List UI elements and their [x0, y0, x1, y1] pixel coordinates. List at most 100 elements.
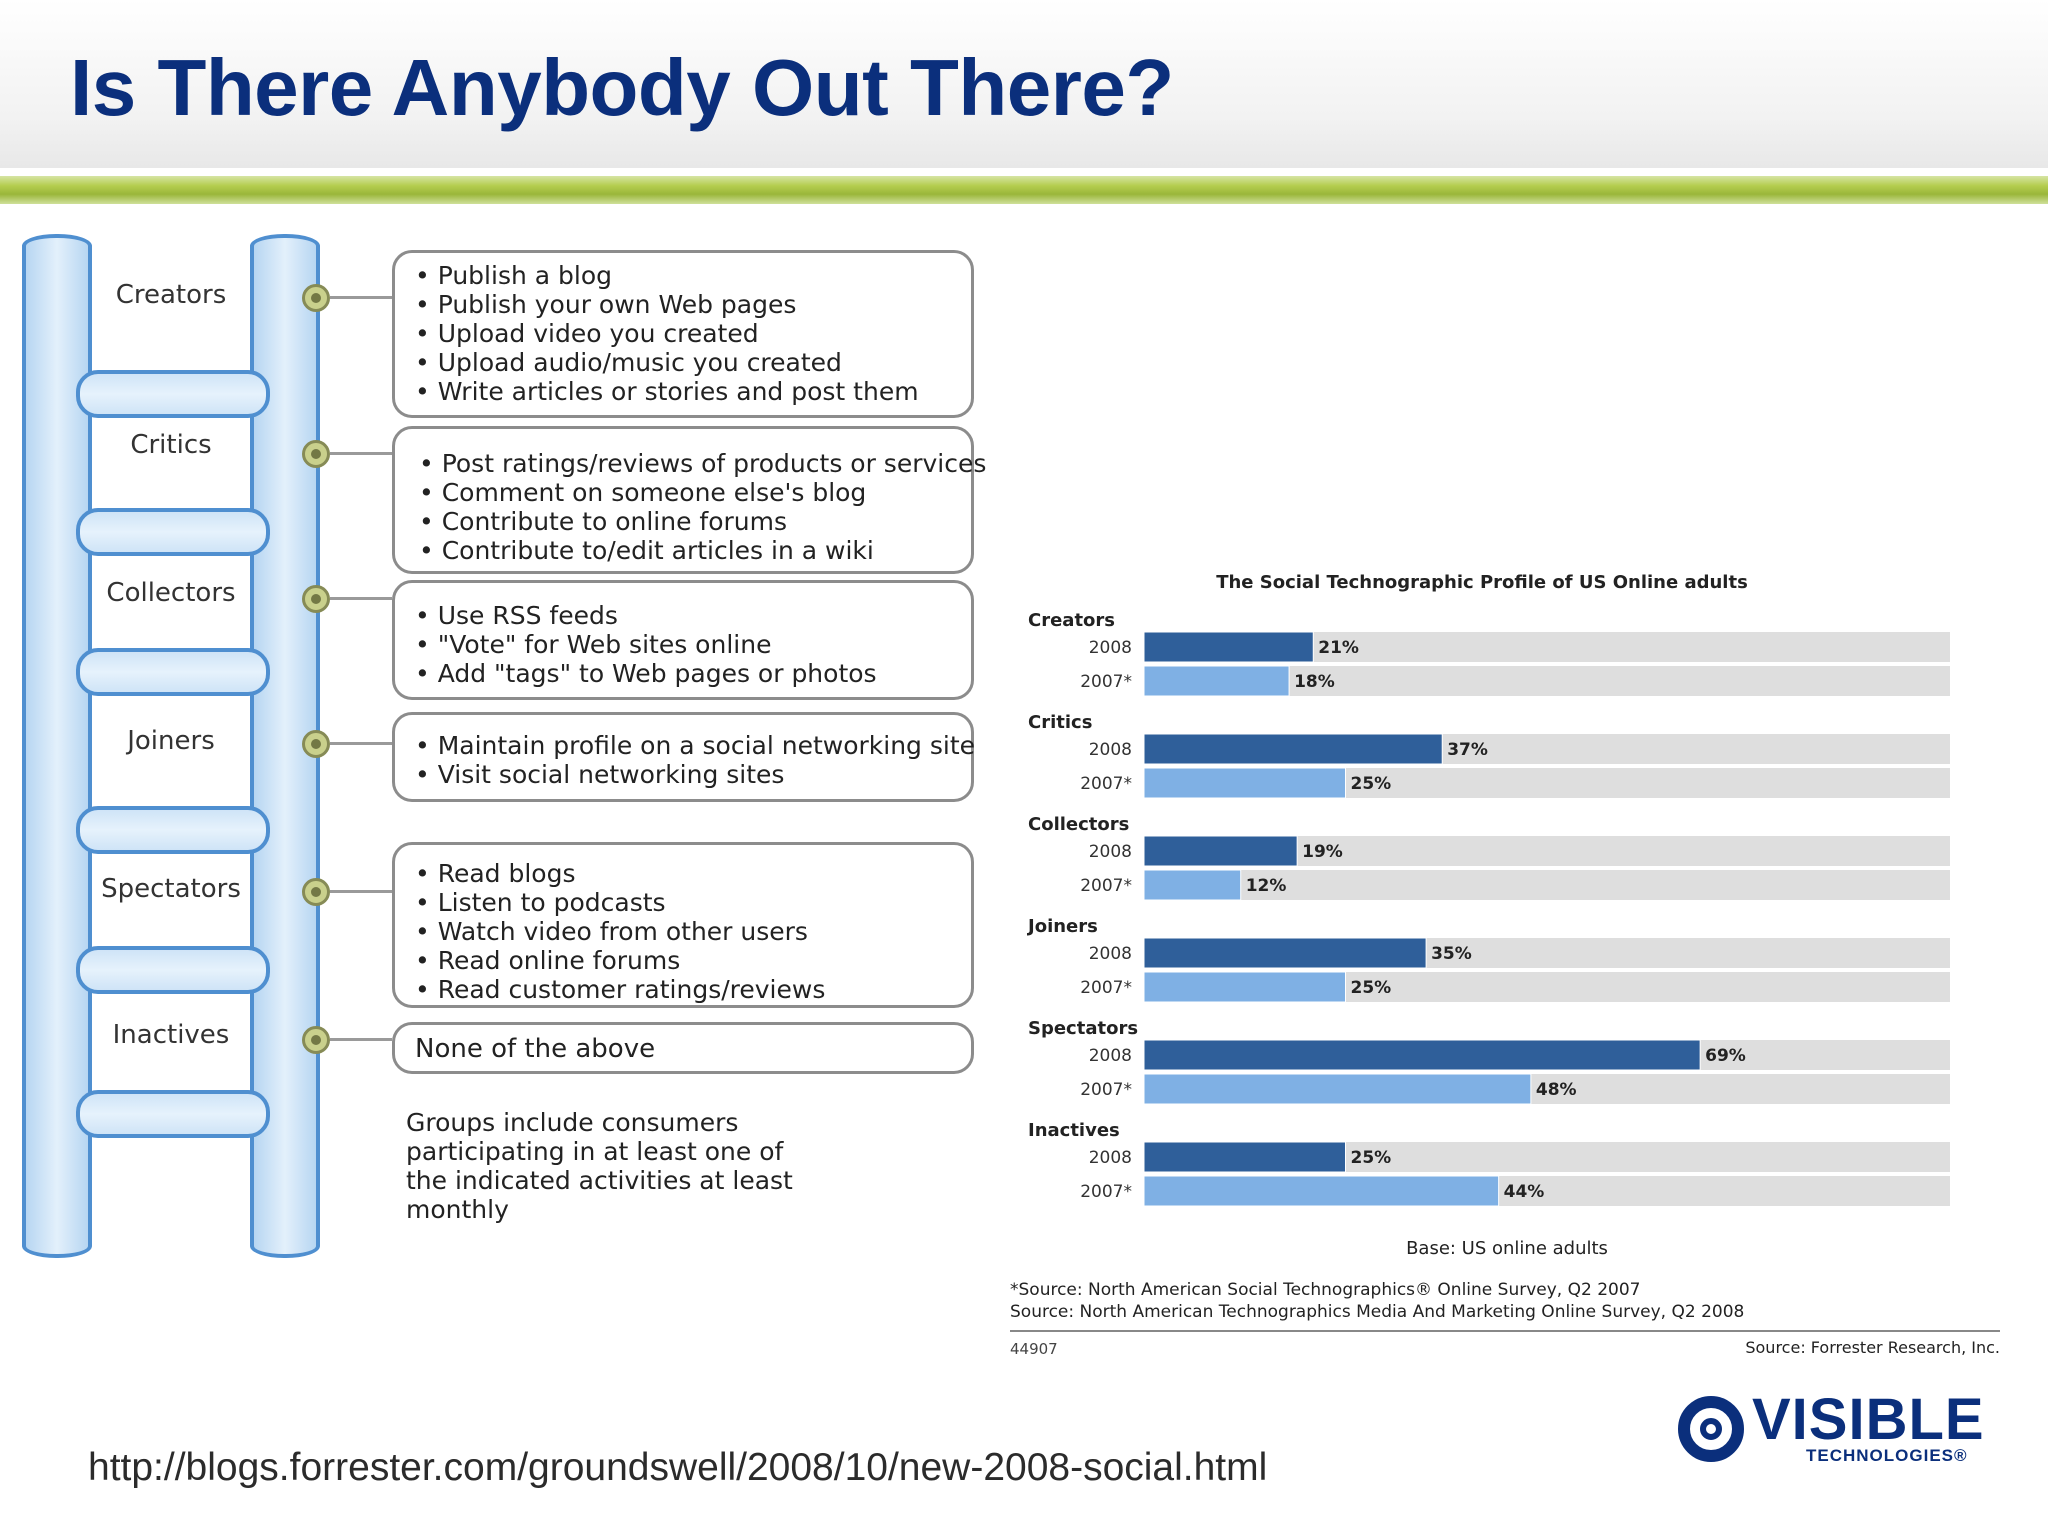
- connector-line: [330, 296, 392, 299]
- data-label: 21%: [1318, 638, 1359, 658]
- bar: [1143, 1073, 1532, 1105]
- data-label: 69%: [1705, 1046, 1746, 1066]
- activity-item: Contribute to online forums: [419, 507, 953, 536]
- connector-node: [302, 1026, 330, 1054]
- activity-item: Comment on someone else's blog: [419, 478, 953, 507]
- ladder-rung: [76, 648, 270, 696]
- page-title: Is There Anybody Out There?: [70, 43, 1174, 132]
- chart-base-note: Base: US online adults: [1406, 1238, 1608, 1259]
- bar: [1143, 1175, 1500, 1207]
- connector-node: [302, 878, 330, 906]
- bar: [1143, 733, 1443, 765]
- connector-node: [302, 440, 330, 468]
- category-label: Collectors: [1028, 814, 1129, 835]
- series-label: 2008: [1089, 842, 1132, 862]
- activity-item: Maintain profile on a social networking …: [415, 731, 975, 760]
- activity-item: Contribute to/edit articles in a wiki: [419, 536, 953, 565]
- series-label: 2007*: [1080, 1080, 1132, 1100]
- bar: [1143, 869, 1242, 901]
- series-label: 2008: [1089, 740, 1132, 760]
- activity-item: Visit social networking sites: [415, 760, 953, 789]
- activity-item: Publish your own Web pages: [415, 290, 953, 319]
- activity-item: Read online forums: [415, 946, 953, 975]
- activity-item: Use RSS feeds: [415, 601, 953, 630]
- category-label: Creators: [1028, 610, 1115, 631]
- bar: [1143, 665, 1290, 697]
- connector-line: [330, 597, 392, 600]
- activity-box-collectors: Use RSS feeds "Vote" for Web sites onlin…: [392, 580, 974, 700]
- activity-box-joiners: Maintain profile on a social networking …: [392, 712, 975, 802]
- data-label: 25%: [1351, 774, 1392, 794]
- activity-item: Read blogs: [415, 859, 953, 888]
- activity-item: Upload audio/music you created: [415, 348, 953, 377]
- activity-item: Post ratings/reviews of products or serv…: [419, 449, 987, 478]
- category-label: Critics: [1028, 712, 1092, 733]
- ladder-label-joiners: Joiners: [127, 726, 215, 756]
- bar: [1143, 1141, 1346, 1173]
- data-label: 37%: [1447, 740, 1488, 760]
- connector-line: [330, 452, 392, 455]
- green-divider: [0, 176, 2048, 204]
- activity-box-creators: Publish a blog Publish your own Web page…: [392, 250, 974, 418]
- category-label: Joiners: [1026, 916, 1098, 937]
- series-label: 2007*: [1080, 774, 1132, 794]
- ladder-footnote: Groups include consumers participating i…: [406, 1108, 793, 1224]
- category-label: Inactives: [1028, 1120, 1120, 1141]
- ladder-label-inactives: Inactives: [112, 1020, 230, 1050]
- bar: [1143, 631, 1314, 663]
- series-label: 2007*: [1080, 876, 1132, 896]
- ladder-label-critics: Critics: [130, 430, 212, 460]
- ladder-label-collectors: Collectors: [106, 578, 236, 608]
- activity-item: Write articles or stories and post them: [415, 377, 953, 406]
- chart-footer-divider: [1010, 1330, 2000, 1332]
- activity-item: Publish a blog: [415, 261, 953, 290]
- logo-subtitle: TECHNOLOGIES®: [1806, 1446, 1968, 1465]
- series-label: 2008: [1089, 638, 1132, 658]
- ladder-rung: [76, 370, 270, 418]
- connector-line: [330, 890, 392, 893]
- bar: [1143, 971, 1346, 1003]
- data-label: 25%: [1351, 978, 1392, 998]
- ladder-rung: [76, 508, 270, 556]
- bar: [1143, 767, 1346, 799]
- chart-credit: Source: Forrester Research, Inc.: [1745, 1338, 2000, 1357]
- activity-box-inactives: None of the above: [392, 1022, 974, 1074]
- activity-item: Listen to podcasts: [415, 888, 953, 917]
- series-label: 2008: [1089, 1148, 1132, 1168]
- chart-title: The Social Technographic Profile of US O…: [1216, 572, 1748, 593]
- chart-source-2007: *Source: North American Social Technogra…: [1010, 1280, 1641, 1300]
- ladder-rung: [76, 946, 270, 994]
- data-label: 19%: [1302, 842, 1343, 862]
- series-label: 2008: [1089, 944, 1132, 964]
- chart-source-2008: Source: North American Technographics Me…: [1010, 1302, 1745, 1322]
- logo-ring-icon: [1678, 1396, 1744, 1462]
- connector-line: [330, 1038, 392, 1041]
- connector-node: [302, 284, 330, 312]
- activity-item: "Vote" for Web sites online: [415, 630, 953, 659]
- series-label: 2007*: [1080, 1182, 1132, 1202]
- chart-code: 44907: [1010, 1340, 1058, 1358]
- activity-box-spectators: Read blogs Listen to podcasts Watch vide…: [392, 842, 974, 1008]
- bar: [1143, 1039, 1701, 1071]
- bar-chart: Creators 2008 21% 2007* 18% Critics 2008 37% 200…: [1026, 610, 1950, 1207]
- header: Is There Anybody Out There?: [0, 0, 2048, 168]
- series-label: 2008: [1089, 1046, 1132, 1066]
- data-label: 44%: [1504, 1182, 1545, 1202]
- data-label: 12%: [1246, 876, 1287, 896]
- category-label: Spectators: [1028, 1018, 1138, 1039]
- connector-node: [302, 585, 330, 613]
- bar: [1143, 835, 1298, 867]
- data-label: 35%: [1431, 944, 1472, 964]
- ladder-label-spectators: Spectators: [101, 874, 241, 904]
- ladder-rung: [76, 806, 270, 854]
- data-label: 48%: [1536, 1080, 1577, 1100]
- data-label: 25%: [1351, 1148, 1392, 1168]
- visible-technologies-logo: VISIBLE TECHNOLOGIES®: [1678, 1390, 1984, 1470]
- activity-item: Upload video you created: [415, 319, 953, 348]
- ladder-label-creators: Creators: [115, 280, 227, 310]
- activity-item: None of the above: [415, 1034, 656, 1064]
- series-label: 2007*: [1080, 978, 1132, 998]
- connector-line: [330, 742, 392, 745]
- source-url: http://blogs.forrester.com/groundswell/2…: [88, 1446, 1268, 1489]
- connector-node: [302, 730, 330, 758]
